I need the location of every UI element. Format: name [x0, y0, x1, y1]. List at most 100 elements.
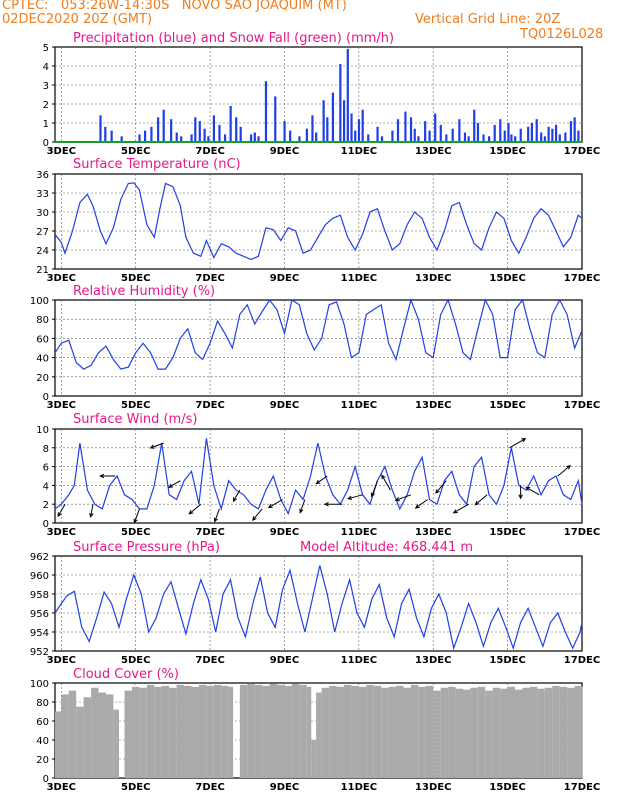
- x-tick-label: 15DEC: [489, 146, 525, 157]
- cloud-cover-bar: [492, 687, 501, 778]
- cloud-cover-bar: [76, 706, 84, 778]
- cloud-cover-bar: [418, 686, 426, 778]
- x-tick-label: 3DEC: [47, 273, 76, 284]
- panel-frame: [54, 173, 583, 270]
- x-tick-label: 11DEC: [341, 146, 377, 157]
- x-tick-label: 17DEC: [564, 146, 600, 157]
- cloud-cover-bar: [277, 684, 285, 778]
- precip-bar: [413, 128, 416, 142]
- cloud-cover-bar: [169, 687, 177, 778]
- precip-bar: [380, 136, 384, 142]
- x-tick-label: 13DEC: [415, 400, 451, 411]
- y-tick-label: 60: [36, 717, 49, 728]
- precip-bar: [99, 115, 102, 142]
- precip-bar: [194, 117, 197, 142]
- x-tick-label: 17DEC: [564, 655, 600, 666]
- cloud-cover-bar: [98, 692, 106, 778]
- cloud-cover-bar: [269, 683, 278, 778]
- wind-arrow-shaft: [557, 465, 571, 477]
- precip-bar: [499, 119, 502, 142]
- cloud-cover-bar: [254, 684, 263, 778]
- precip-bar: [451, 128, 454, 142]
- wind-arrow-shaft: [168, 480, 181, 488]
- precip-bar: [350, 113, 353, 142]
- precip-bar: [493, 124, 496, 142]
- cloud-cover-bar: [529, 686, 538, 778]
- y-tick-label: 33: [36, 189, 49, 200]
- precip-bar: [458, 119, 461, 142]
- precip-bar: [535, 119, 538, 142]
- y-tick-label: 27: [36, 227, 49, 238]
- precip-bar: [361, 109, 364, 142]
- wind-arrow-head: [452, 509, 458, 514]
- cloud-cover-bar: [336, 686, 344, 778]
- precip-bar: [144, 130, 147, 142]
- x-tick-label: 15DEC: [489, 400, 525, 411]
- x-tick-label: 5DEC: [121, 273, 150, 284]
- precip-bar: [157, 117, 160, 142]
- y-tick-label: 8: [43, 444, 49, 455]
- cloud-cover-bar: [206, 685, 214, 778]
- y-tick-label: 954: [30, 628, 49, 639]
- cloud-cover-bar: [55, 711, 62, 778]
- cloud-cover-bar: [228, 686, 234, 778]
- y-tick-label: 960: [30, 571, 49, 582]
- cloud-cover-bar: [410, 684, 419, 778]
- precip-bar: [439, 124, 442, 142]
- x-tick-label: 17DEC: [564, 273, 600, 284]
- y-tick-label: 20: [36, 755, 49, 766]
- precip-bar: [404, 111, 407, 142]
- wind-arrow-shaft: [435, 480, 447, 494]
- precip-bar: [573, 117, 576, 142]
- y-tick-label: 36: [36, 170, 49, 181]
- precip-bar: [417, 136, 420, 142]
- precip-bar: [540, 132, 543, 142]
- model-altitude-annotation: Model Altitude: 468.441 m: [300, 540, 473, 555]
- wind-arrow-head: [188, 509, 194, 515]
- x-tick-label: 9DEC: [270, 782, 299, 793]
- cloud-cover-bar: [358, 686, 367, 778]
- precip-bar: [218, 124, 221, 142]
- x-tick-label: 7DEC: [195, 273, 224, 284]
- y-tick-label: 2: [43, 100, 49, 111]
- x-tick-label: 7DEC: [195, 527, 224, 538]
- cloud-cover-bar: [184, 685, 192, 778]
- x-tick-label: 15DEC: [489, 782, 525, 793]
- precip-bar: [367, 134, 370, 142]
- y-tick-label: 80: [36, 315, 49, 326]
- x-tick-label: 9DEC: [270, 655, 299, 666]
- wind-arrow-head: [566, 464, 572, 470]
- temp-series-line: [54, 182, 583, 261]
- panel-title: Cloud Cover (%): [73, 667, 179, 682]
- precip-bar: [298, 136, 301, 142]
- cloud-cover-bar: [83, 697, 92, 778]
- wind-arrow-shaft: [475, 494, 488, 506]
- cloud-cover-bar: [485, 690, 493, 778]
- precip-bar: [212, 115, 216, 142]
- y-tick-label: 0: [43, 138, 49, 149]
- cloud-cover-bar: [321, 687, 330, 778]
- precip-bar: [170, 119, 173, 142]
- cloud-cover-bar: [567, 687, 575, 778]
- precip-bar: [289, 130, 292, 142]
- precip-bar: [249, 134, 253, 142]
- wind-arrow-shaft: [150, 442, 164, 449]
- y-tick-label: 10: [36, 425, 49, 436]
- cloud-cover-bar: [191, 686, 199, 778]
- panel-title: Surface Temperature (nC): [73, 157, 241, 172]
- precip-bar: [203, 128, 206, 142]
- y-tick-label: 100: [30, 296, 49, 307]
- cloud-cover-bar: [176, 684, 185, 778]
- precip-bar: [409, 117, 413, 142]
- precip-bar: [396, 119, 400, 142]
- wind-arrow-head: [89, 512, 94, 518]
- x-tick-label: 5DEC: [121, 782, 150, 793]
- cloud-cover-bar: [515, 689, 523, 778]
- wind-arrow-head: [381, 474, 386, 480]
- x-tick-label: 11DEC: [341, 273, 377, 284]
- x-tick-label: 17DEC: [564, 782, 600, 793]
- x-tick-label: 11DEC: [341, 782, 377, 793]
- precip-bar: [473, 109, 476, 142]
